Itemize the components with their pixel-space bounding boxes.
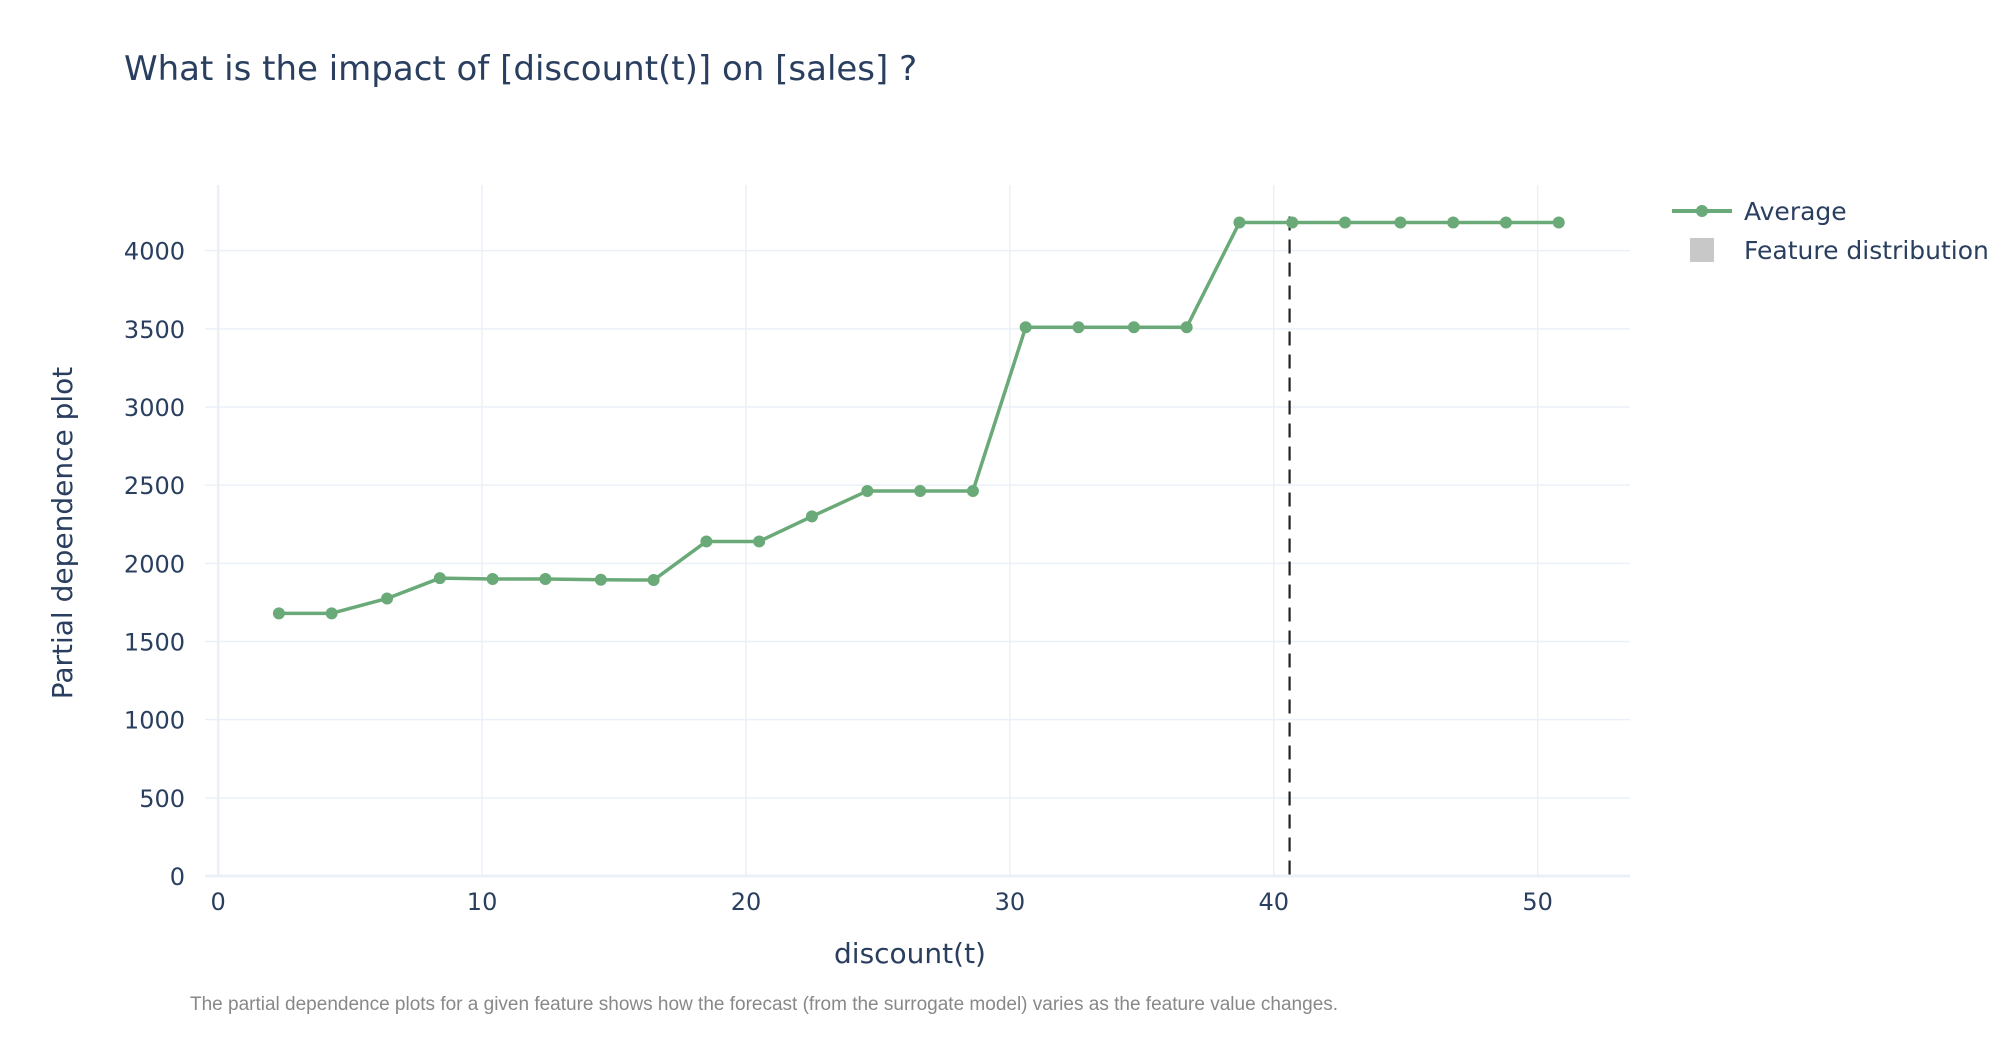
x-axis-title: discount(t) bbox=[834, 937, 986, 970]
chart-caption: The partial dependence plots for a given… bbox=[190, 994, 1338, 1015]
y-axis-ticks: 0 500 1000 1500 2000 2500 3000 3500 4000 bbox=[124, 238, 185, 891]
average-point bbox=[1499, 216, 1512, 229]
legend-item-average[interactable]: Average bbox=[1672, 197, 1847, 226]
average-point bbox=[1072, 321, 1085, 334]
average-point bbox=[805, 510, 818, 523]
legend-feature-distribution-label: Feature distribution bbox=[1744, 236, 1989, 265]
average-point bbox=[1019, 321, 1032, 334]
x-tick-label: 50 bbox=[1522, 888, 1553, 916]
y-tick-label: 2500 bbox=[124, 472, 185, 500]
average-point bbox=[966, 484, 979, 497]
average-point bbox=[1286, 216, 1299, 229]
average-point bbox=[1127, 321, 1140, 334]
grid bbox=[205, 185, 1630, 878]
average-point bbox=[1233, 216, 1246, 229]
x-tick-label: 30 bbox=[995, 888, 1026, 916]
y-tick-label: 1500 bbox=[124, 628, 185, 656]
y-tick-label: 1000 bbox=[124, 707, 185, 735]
average-point bbox=[433, 572, 446, 585]
y-tick-label: 500 bbox=[139, 785, 185, 813]
y-tick-label: 3500 bbox=[124, 316, 185, 344]
average-point bbox=[325, 607, 338, 620]
y-tick-label: 0 bbox=[170, 863, 185, 891]
average-point bbox=[1447, 216, 1460, 229]
y-axis-title: Partial dependence plot bbox=[46, 367, 79, 700]
average-point bbox=[700, 535, 713, 548]
legend-average-label: Average bbox=[1744, 197, 1847, 226]
average-point bbox=[539, 572, 552, 585]
average-point bbox=[594, 573, 607, 586]
average-point bbox=[381, 592, 394, 605]
average-point bbox=[1180, 321, 1193, 334]
legend-feature-distribution-swatch-icon bbox=[1690, 238, 1714, 262]
average-point bbox=[1339, 216, 1351, 229]
x-axis-ticks: 0 10 20 30 40 50 bbox=[211, 888, 1553, 916]
y-tick-label: 3000 bbox=[124, 394, 185, 422]
y-tick-label: 4000 bbox=[124, 238, 185, 266]
average-point bbox=[272, 607, 285, 620]
x-tick-label: 20 bbox=[731, 888, 762, 916]
legend[interactable]: Average Feature distribution bbox=[1672, 197, 1989, 265]
y-tick-label: 2000 bbox=[124, 550, 185, 578]
x-tick-label: 40 bbox=[1258, 888, 1289, 916]
legend-average-marker-icon bbox=[1696, 205, 1708, 217]
x-tick-label: 0 bbox=[211, 888, 226, 916]
legend-item-feature-distribution[interactable]: Feature distribution bbox=[1690, 236, 1989, 265]
series-average bbox=[272, 216, 1565, 620]
average-point bbox=[1394, 216, 1407, 229]
average-point bbox=[486, 572, 499, 585]
average-point bbox=[647, 574, 660, 587]
average-point bbox=[1552, 216, 1565, 229]
x-tick-label: 10 bbox=[467, 888, 498, 916]
average-line bbox=[278, 220, 1559, 616]
chart-title: What is the impact of [discount(t)] on [… bbox=[124, 49, 917, 89]
average-point bbox=[753, 535, 766, 548]
average-point bbox=[861, 484, 874, 497]
average-point bbox=[914, 484, 927, 497]
